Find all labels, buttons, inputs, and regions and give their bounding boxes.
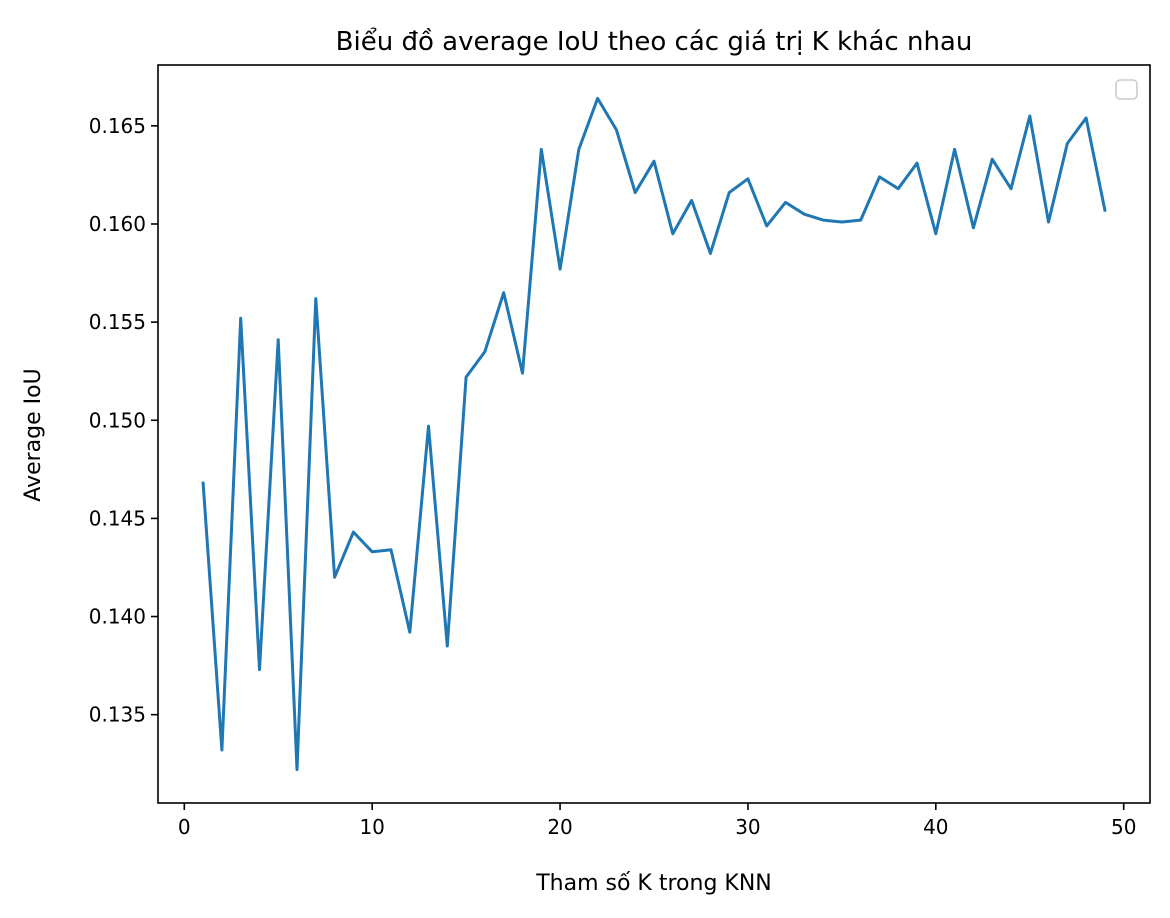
x-tick-label: 20 bbox=[547, 815, 572, 839]
x-axis-ticks: 0 10 20 30 40 50 bbox=[178, 803, 1136, 839]
x-tick-label: 30 bbox=[735, 815, 760, 839]
series-line bbox=[201, 96, 1107, 772]
x-tick-label: 40 bbox=[923, 815, 948, 839]
plot-frame bbox=[157, 64, 1151, 804]
chart-title: Biểu đồ average IoU theo các giá trị K k… bbox=[336, 26, 973, 57]
x-tick-label: 50 bbox=[1111, 815, 1136, 839]
y-axis-label: Average IoU bbox=[21, 368, 46, 501]
series-layer bbox=[201, 96, 1107, 772]
y-tick-label: 0.145 bbox=[89, 506, 146, 530]
y-tick-label: 0.140 bbox=[89, 605, 146, 629]
x-tick-label: 10 bbox=[359, 815, 384, 839]
y-tick-label: 0.150 bbox=[89, 408, 146, 432]
x-axis-label: Tham số K trong KNN bbox=[535, 871, 772, 896]
y-tick-label: 0.135 bbox=[89, 703, 146, 727]
legend-box bbox=[1115, 79, 1138, 100]
x-tick-label: 0 bbox=[178, 815, 191, 839]
y-tick-label: 0.165 bbox=[89, 114, 146, 138]
y-tick-label: 0.160 bbox=[89, 212, 146, 236]
y-axis-ticks: 0.135 0.140 0.145 0.150 0.155 0.160 0.165 bbox=[89, 114, 158, 727]
y-tick-label: 0.155 bbox=[89, 310, 146, 334]
